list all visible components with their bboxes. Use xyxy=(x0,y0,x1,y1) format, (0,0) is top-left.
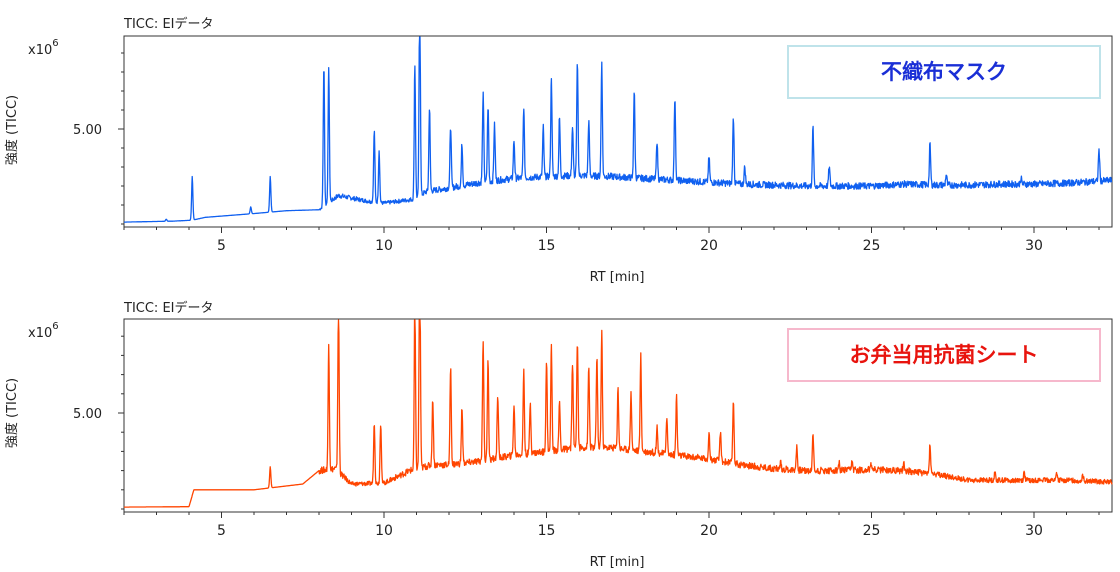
x-tick-label: 5 xyxy=(217,523,226,539)
panel-1-title: TICC: EIデータ xyxy=(123,16,214,32)
panel-2-y-scale: x10 xyxy=(28,326,52,341)
panel-1-sample-label-box xyxy=(787,45,1101,99)
x-tick-label: 20 xyxy=(700,238,718,254)
x-tick-label: 15 xyxy=(538,238,556,254)
x-tick-label: 10 xyxy=(375,238,393,254)
panel-1-series-line xyxy=(123,36,1113,223)
panel-1-plot-frame xyxy=(123,35,1113,228)
panel-2-y-scale-exp: 6 xyxy=(52,321,58,332)
panel-2-series-line xyxy=(123,319,1113,508)
x-tick-label: 30 xyxy=(1025,523,1043,539)
x-tick-label: 15 xyxy=(538,523,556,539)
panel-1-y-tick-label: 5.00 xyxy=(73,123,102,138)
panel-1-x-axis-label: RT [min] xyxy=(590,270,645,285)
panel-2-x-axis-label: RT [min] xyxy=(590,555,645,570)
panel-nonwoven-mask: TICC: EIデータ x106 強度 (TICC) 5.00 5 10 15 20 2… xyxy=(4,16,1113,285)
svg-text:x106: x106 xyxy=(28,321,59,341)
x-tick-label: 20 xyxy=(700,523,718,539)
panel-2-axis-ticks: 5 10 15 20 25 30 xyxy=(118,335,1100,539)
panel-2-y-axis-label: 強度 (TICC) xyxy=(4,378,20,448)
panel-2-plot-frame xyxy=(123,318,1113,513)
svg-text:x106: x106 xyxy=(28,38,59,58)
panel-1-axis-ticks: 5 10 15 20 25 30 xyxy=(118,52,1100,254)
x-tick-label: 30 xyxy=(1025,238,1043,254)
panel-1-y-scale-exp: 6 xyxy=(52,38,58,49)
panel-2-sample-label-box xyxy=(787,328,1101,382)
panel-1-sample-label: 不織布マスク xyxy=(881,60,1007,84)
panel-2-sample-label: お弁当用抗菌シート xyxy=(850,343,1039,367)
x-tick-label: 25 xyxy=(863,523,881,539)
panel-2-title: TICC: EIデータ xyxy=(123,300,214,316)
panel-lunchbox-antibacterial-sheet: TICC: EIデータ x106 強度 (TICC) 5.00 5 10 15 20 2… xyxy=(4,300,1113,570)
x-tick-label: 10 xyxy=(375,523,393,539)
panel-1-y-scale: x10 xyxy=(28,43,52,58)
panel-2-y-tick-label: 5.00 xyxy=(73,407,102,422)
x-tick-label: 25 xyxy=(863,238,881,254)
panel-1-y-axis-label: 強度 (TICC) xyxy=(4,95,20,165)
x-tick-label: 5 xyxy=(217,238,226,254)
